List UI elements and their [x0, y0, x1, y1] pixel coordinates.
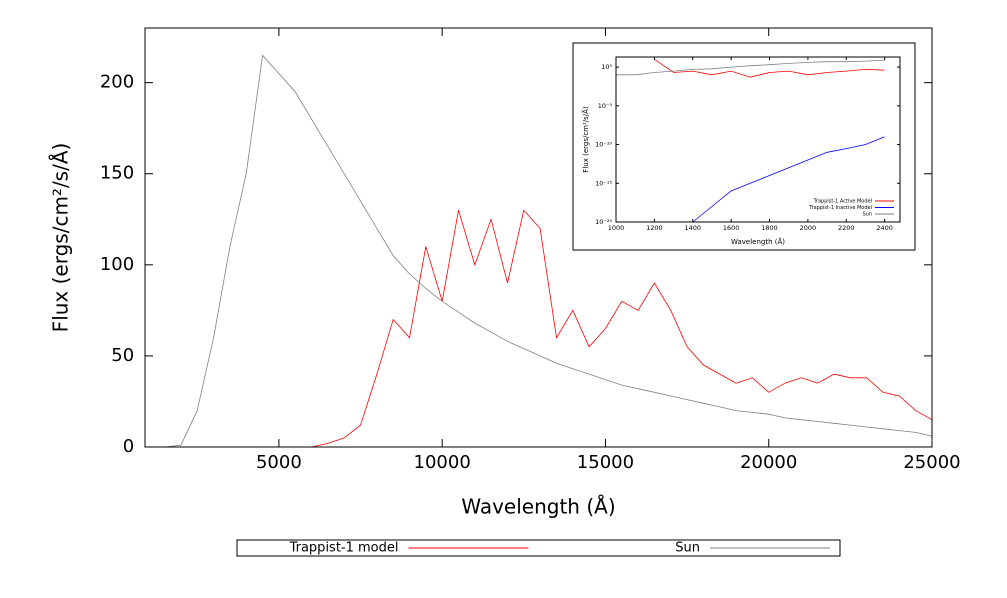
- x-tick-label: 20000: [740, 452, 797, 473]
- x-tick-label: 1000: [608, 224, 625, 232]
- x-tick-label: 15000: [577, 452, 634, 473]
- x-tick-label: 1600: [723, 224, 740, 232]
- x-tick-label: 25000: [903, 452, 960, 473]
- x-axis-label: Wavelength (Å): [731, 237, 785, 246]
- x-axis-label: Wavelength (Å): [461, 495, 615, 519]
- y-tick-label: 150: [100, 163, 134, 184]
- y-tick-label: 10⁻¹⁵: [595, 179, 612, 187]
- legend-label: Trappist-1 model: [289, 541, 399, 556]
- legend-label: Sun: [862, 212, 872, 218]
- y-tick-label: 10⁰: [601, 63, 612, 71]
- y-tick-label: 10⁻¹⁰: [595, 141, 612, 149]
- series-line: [616, 59, 885, 76]
- x-tick-label: 2400: [876, 224, 893, 232]
- y-tick-label: 10⁻⁵: [598, 102, 613, 110]
- y-tick-label: 200: [100, 72, 134, 93]
- x-tick-label: 5000: [256, 452, 302, 473]
- x-tick-label: 10000: [414, 452, 471, 473]
- x-tick-label: 2200: [838, 224, 855, 232]
- x-tick-label: 1400: [684, 224, 701, 232]
- legend-box: [236, 539, 841, 557]
- inset-frame: [572, 42, 916, 251]
- y-tick-label: 50: [111, 345, 134, 366]
- y-tick-label: 10⁻²⁰: [595, 218, 612, 226]
- plot-frame: [144, 27, 933, 448]
- legend-label: Sun: [675, 541, 700, 556]
- y-axis-label: Flux (ergs/cm²/s/Å): [581, 106, 590, 173]
- x-tick-label: 1200: [646, 224, 663, 232]
- y-tick-label: 0: [123, 436, 134, 457]
- series-line: [692, 136, 885, 223]
- series-line: [654, 58, 885, 78]
- series-line: [148, 54, 933, 448]
- y-axis-label: Flux (ergs/cm²/s/Å): [49, 143, 73, 333]
- x-tick-label: 2000: [800, 224, 817, 232]
- legend-label: Trappist-1 Active Model: [813, 199, 872, 205]
- x-tick-label: 1800: [761, 224, 778, 232]
- legend-label: Trappist-1 Inactive Model: [808, 205, 872, 211]
- y-tick-label: 100: [100, 254, 134, 275]
- plot-frame: [615, 56, 901, 223]
